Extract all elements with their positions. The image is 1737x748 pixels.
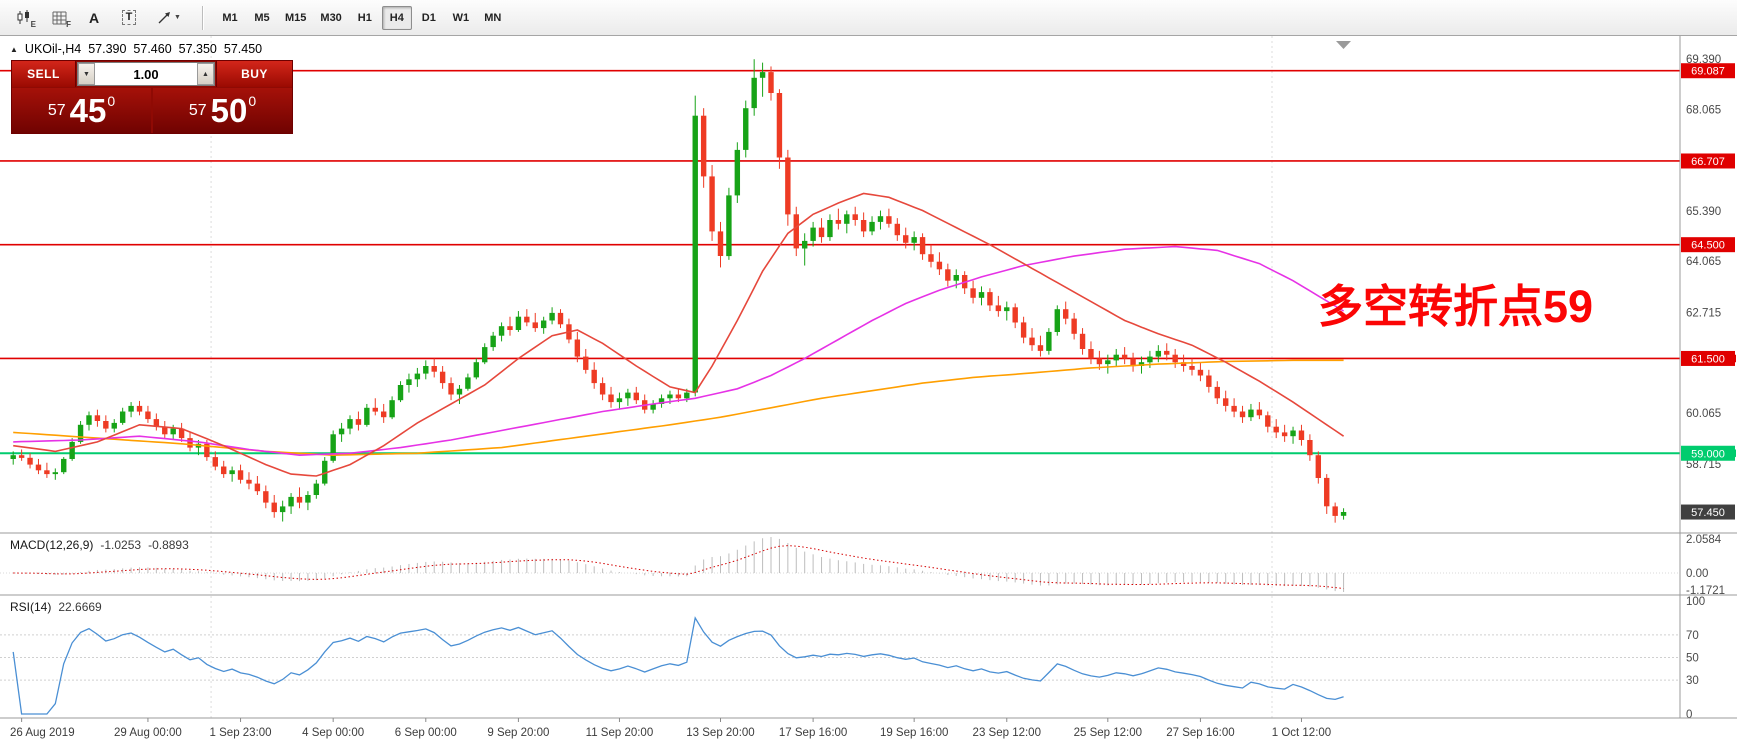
trade-panel-collapse-icon[interactable]: ▲ [10, 44, 18, 54]
svg-text:100: 100 [1686, 596, 1705, 608]
volume-value[interactable]: 1.00 [133, 66, 159, 82]
rsi-indicator-label: RSI(14) 22.6669 [10, 600, 102, 614]
svg-text:25 Sep 12:00: 25 Sep 12:00 [1074, 727, 1142, 739]
ohlc-open: 57.390 [88, 42, 127, 56]
toolbar-separator [202, 5, 203, 30]
scroll-end-marker [1336, 41, 1351, 49]
price-axis-labels: 69.39068.06565.39064.06562.71560.06558.7… [1686, 54, 1721, 471]
rsi-name: RSI(14) [10, 600, 52, 614]
macd-name: MACD(12,26,9) [10, 538, 94, 552]
timeframe-m15[interactable]: M15 [285, 11, 307, 24]
svg-text:27 Sep 16:00: 27 Sep 16:00 [1166, 727, 1234, 739]
bar-chart-icon-sub: E [30, 19, 36, 29]
svg-text:26 Aug 2019: 26 Aug 2019 [10, 727, 75, 739]
svg-text:4 Sep 00:00: 4 Sep 00:00 [302, 727, 364, 739]
chart-text-annotation: 多空转折点59 [1318, 281, 1594, 332]
timeframe-group: M1 M5 M15 M30 H1 H4 D1 W1 MN [215, 5, 508, 30]
timeframe-m5[interactable]: M5 [254, 11, 270, 24]
svg-text:6 Sep 00:00: 6 Sep 00:00 [395, 727, 457, 739]
svg-text:29 Aug 00:00: 29 Aug 00:00 [114, 727, 182, 739]
macd-value-main: -1.0253 [100, 538, 142, 552]
ma-mid-line [13, 245, 1345, 457]
macd-panel: 2.0584 0.00 -1.1721 [0, 534, 1725, 597]
chevron-down-icon: ▼ [174, 14, 181, 21]
svg-text:30: 30 [1686, 675, 1699, 687]
svg-text:0.00: 0.00 [1686, 568, 1708, 580]
macd-indicator-label: MACD(12,26,9) -1.0253 -0.8893 [10, 538, 189, 552]
svg-text:50: 50 [1686, 653, 1699, 665]
price-badges: 69.087 66.707 64.500 61.500 59.000 57.450 [1681, 63, 1736, 520]
timeframe-mn[interactable]: MN [484, 11, 502, 24]
svg-text:17 Sep 16:00: 17 Sep 16:00 [779, 727, 847, 739]
volume-control: ▼ 1.00 ▲ [77, 62, 215, 86]
svg-text:9 Sep 20:00: 9 Sep 20:00 [487, 727, 549, 739]
period-separators [210, 36, 1273, 718]
ohlc-low: 57.350 [178, 42, 217, 56]
svg-text:19 Sep 16:00: 19 Sep 16:00 [880, 727, 948, 739]
volume-decrease-button[interactable]: ▼ [78, 63, 95, 85]
svg-text:1 Sep 23:00: 1 Sep 23:00 [210, 727, 272, 739]
grid-icon[interactable]: F [43, 5, 75, 31]
svg-text:69.087: 69.087 [1691, 66, 1725, 78]
timeframe-h1[interactable]: H1 [357, 11, 372, 24]
textbox-tool-icon[interactable]: T [113, 5, 145, 31]
rsi-value: 22.6669 [58, 600, 102, 614]
candles [10, 59, 1347, 523]
draw-arrow-tool-icon[interactable]: ▼ [148, 5, 190, 31]
svg-text:70: 70 [1686, 630, 1699, 642]
chart-title: ▲ UKOil-,H4 57.390 57.460 57.350 57.450 [10, 42, 262, 56]
svg-text:60.065: 60.065 [1686, 408, 1721, 420]
svg-text:57.450: 57.450 [1691, 507, 1725, 519]
timeframe-m30[interactable]: M30 [320, 11, 342, 24]
svg-text:23 Sep 12:00: 23 Sep 12:00 [973, 727, 1041, 739]
svg-text:61.500: 61.500 [1691, 353, 1725, 365]
svg-text:11 Sep 20:00: 11 Sep 20:00 [586, 727, 654, 739]
ohlc-high: 57.460 [133, 42, 172, 56]
rsi-panel: 100 70 50 30 0 [0, 596, 1705, 721]
moving-averages [13, 192, 1345, 477]
svg-text:-1.1721: -1.1721 [1686, 585, 1725, 597]
ma-slow-line [13, 359, 1344, 457]
svg-text:0: 0 [1686, 709, 1692, 721]
panel-borders [0, 36, 1737, 719]
svg-text:65.390: 65.390 [1686, 206, 1721, 218]
macd-value-signal: -0.8893 [148, 538, 189, 552]
chart-canvas[interactable]: 69.39068.06565.39064.06562.71560.06558.7… [0, 36, 1737, 748]
ohlc-close: 57.450 [223, 42, 263, 56]
volume-increase-button[interactable]: ▲ [197, 63, 214, 85]
svg-text:2.0584: 2.0584 [1686, 534, 1722, 546]
svg-text:68.065: 68.065 [1686, 104, 1721, 116]
time-axis: 26 Aug 2019 29 Aug 00:00 1 Sep 23:00 4 Sep … [10, 718, 1331, 739]
toolbar: E F A T ▼ M1 M5 M15 M30 H1 H4 D1 W1 MN [0, 0, 1737, 36]
sell-button[interactable]: SELL [12, 61, 76, 87]
text-tool-icon[interactable]: A [88, 9, 100, 26]
svg-text:64.500: 64.500 [1691, 240, 1725, 252]
ma-fast-line [13, 192, 1345, 477]
bar-chart-icon[interactable]: E [8, 5, 40, 31]
buy-button[interactable]: BUY [216, 61, 292, 87]
buy-price[interactable]: 57 50 0 [153, 88, 292, 133]
svg-text:64.065: 64.065 [1686, 256, 1721, 268]
svg-text:1 Oct 12:00: 1 Oct 12:00 [1272, 727, 1331, 739]
grid-icon-sub: F [66, 19, 71, 29]
symbol-label: UKOil-,H4 [24, 42, 82, 56]
timeframe-d1[interactable]: D1 [421, 11, 436, 24]
svg-text:59.000: 59.000 [1691, 448, 1725, 460]
timeframe-m1[interactable]: M1 [222, 11, 238, 24]
timeframe-w1[interactable]: W1 [452, 11, 470, 24]
svg-text:58.715: 58.715 [1686, 459, 1721, 471]
svg-text:62.715: 62.715 [1686, 307, 1721, 319]
svg-text:66.707: 66.707 [1691, 156, 1725, 168]
one-click-trading-panel: SELL ▼ 1.00 ▲ BUY 57 45 0 57 50 0 [11, 60, 293, 134]
svg-text:13 Sep 20:00: 13 Sep 20:00 [686, 727, 754, 739]
timeframe-h4[interactable]: H4 [381, 5, 412, 30]
sell-price[interactable]: 57 45 0 [12, 88, 151, 133]
